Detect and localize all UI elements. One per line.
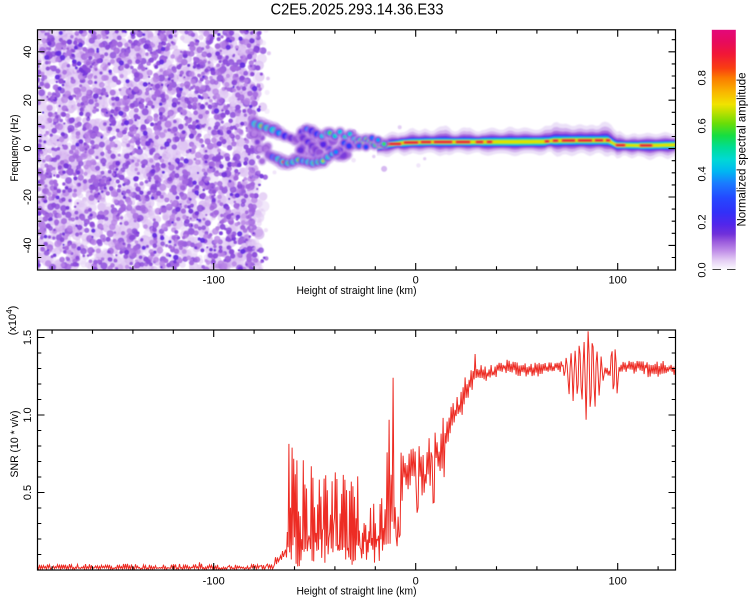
svg-text:0: 0 <box>413 576 419 588</box>
svg-text:0.8: 0.8 <box>697 70 709 85</box>
svg-text:-100: -100 <box>203 275 225 287</box>
svg-text:1.5: 1.5 <box>22 330 34 345</box>
svg-text:-20: -20 <box>22 189 34 205</box>
svg-text:-100: -100 <box>203 576 225 588</box>
svg-text:0.5: 0.5 <box>22 485 34 500</box>
svg-text:0.4: 0.4 <box>697 166 709 181</box>
svg-text:SNR (10 * v/v): SNR (10 * v/v) <box>9 411 21 478</box>
svg-text:0.2: 0.2 <box>697 214 709 229</box>
svg-text:40: 40 <box>22 46 34 58</box>
svg-text:0: 0 <box>22 146 34 152</box>
svg-text:Frequency (Hz): Frequency (Hz) <box>9 115 21 182</box>
svg-text:100: 100 <box>609 576 627 588</box>
svg-text:Height of straight line (km): Height of straight line (km) <box>297 285 417 297</box>
svg-text:(x104): (x104) <box>5 306 19 336</box>
svg-text:0.6: 0.6 <box>697 118 709 133</box>
svg-text:0.0: 0.0 <box>697 262 709 277</box>
svg-text:Height of straight line (km): Height of straight line (km) <box>297 586 417 598</box>
svg-text:-40: -40 <box>22 237 34 253</box>
svg-text:0: 0 <box>413 275 419 287</box>
svg-text:Normalized spectral amplitude: Normalized spectral amplitude <box>737 73 749 227</box>
svg-text:1.0: 1.0 <box>22 407 34 422</box>
svg-text:C2E5.2025.293.14.36.E33: C2E5.2025.293.14.36.E33 <box>271 2 444 19</box>
svg-text:20: 20 <box>22 94 34 106</box>
svg-text:100: 100 <box>609 275 627 287</box>
